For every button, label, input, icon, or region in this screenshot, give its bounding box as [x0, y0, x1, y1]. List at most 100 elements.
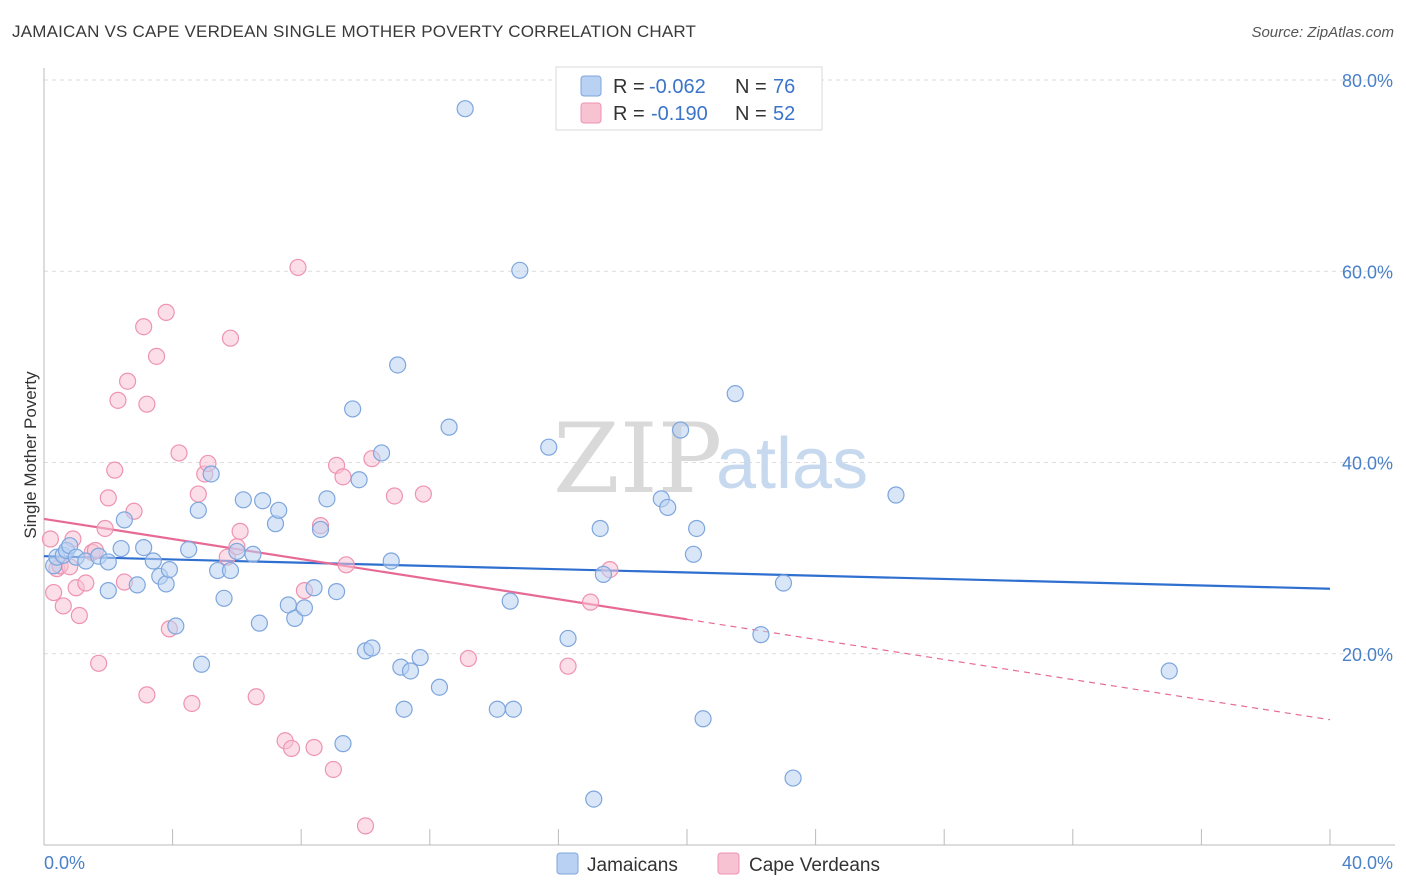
gridlines [44, 79, 1395, 655]
jamaican-point [295, 599, 314, 617]
jamaican-point [671, 421, 690, 439]
cape-verdean-point [305, 738, 323, 757]
cape-verdean-point [147, 347, 166, 365]
jamaican-point [401, 662, 420, 680]
jamaican-point [1160, 662, 1178, 680]
cape-verdean-point [77, 574, 95, 592]
cape-verdean-point [157, 303, 175, 321]
jamaican-point [585, 790, 603, 808]
cape-verdean-point [138, 395, 156, 413]
y-tick-label-0: 20.0% [1342, 645, 1393, 665]
cape-verdean-point [109, 391, 127, 409]
jamaican-point [694, 710, 712, 728]
cape-verdean-point [324, 760, 342, 779]
jamaican-point [784, 769, 802, 787]
cape-verdean-point [135, 318, 153, 336]
cape-verdean-point [106, 461, 124, 479]
axes [43, 68, 1395, 846]
cape-verdean-point [54, 597, 72, 615]
legend-n-label-1: N = [735, 76, 767, 98]
jamaican-point [395, 700, 413, 718]
jamaican-point [887, 486, 905, 504]
jamaican-point [456, 100, 474, 118]
jamaican-point [334, 735, 352, 753]
jamaican-point [311, 520, 330, 539]
jamaican-point [774, 574, 793, 592]
cape-verdean-trend-line [43, 517, 688, 621]
cape-verdean-point [96, 519, 114, 538]
jamaican-point [350, 471, 368, 489]
legend-r-value-2: -0.190 [651, 103, 708, 125]
jamaican-point [244, 545, 262, 563]
jamaican-point [221, 561, 240, 580]
jamaican-point [430, 678, 449, 696]
jamaican-point [167, 617, 185, 635]
bottom-legend-swatch-jamaicans [556, 852, 579, 875]
bottom-legend-swatch-cape-verdeans [717, 852, 740, 875]
cape-verdean-points [41, 258, 619, 835]
jamaican-point [688, 519, 706, 538]
cape-verdean-point [41, 530, 60, 548]
jamaican-point [128, 576, 146, 594]
jamaican-point [659, 498, 677, 517]
bottom-legend-cape-verdeans: Cape Verdeans [749, 855, 880, 876]
legend-n-value-1: 76 [773, 76, 795, 98]
cape-verdean-trend-line-extension [686, 618, 1331, 721]
jamaican-point [144, 552, 162, 570]
jamaican-point [411, 648, 429, 667]
jamaican-point [684, 545, 703, 563]
jamaican-point [591, 519, 609, 538]
jamaican-point [488, 700, 506, 718]
x-tick-label-max: 40.0% [1342, 853, 1393, 873]
cape-verdean-point [334, 468, 352, 486]
jamaican-point [752, 626, 770, 644]
jamaican-point [344, 400, 362, 418]
jamaican-point [372, 444, 391, 462]
legend-r-label-1: R = [613, 76, 645, 98]
legend-n-label-2: N = [735, 103, 767, 125]
jamaican-point [215, 589, 233, 607]
watermark-zip: ZIP [553, 403, 722, 515]
legend-swatch-jamaicans [580, 75, 602, 97]
x-tick-label-min: 0.0% [44, 853, 85, 873]
legend-box: R = -0.062 N = 76 R = -0.190 N = 52 [555, 66, 823, 131]
jamaican-point [160, 560, 178, 579]
cape-verdean-point [282, 739, 301, 758]
jamaican-point [363, 639, 381, 657]
jamaican-point [511, 261, 529, 279]
cape-verdean-point [138, 686, 156, 704]
cape-verdean-point [170, 444, 188, 462]
cape-verdean-point [221, 329, 240, 347]
cape-verdean-point [356, 817, 375, 835]
jamaican-point [382, 552, 400, 570]
jamaican-point [327, 582, 346, 601]
jamaican-point [540, 438, 558, 456]
jamaican-point [189, 501, 207, 519]
legend-r-label-2: R = [613, 103, 645, 125]
bottom-legend: Jamaicans Cape Verdeans [556, 852, 880, 876]
jamaican-point [270, 501, 288, 519]
y-tick-label-3: 80.0% [1342, 71, 1393, 91]
legend-swatch-cape-verdeans [580, 102, 602, 124]
jamaican-points [45, 100, 1178, 808]
cape-verdean-point [581, 593, 600, 611]
jamaican-point [228, 542, 246, 561]
jamaican-point [202, 465, 220, 483]
cape-verdean-point [183, 694, 201, 713]
cape-verdean-point [385, 487, 404, 505]
y-tick-label-1: 40.0% [1342, 454, 1393, 474]
trend-lines [43, 517, 1331, 721]
jamaican-point [180, 540, 198, 559]
watermark: ZIP atlas [553, 403, 868, 515]
bottom-legend-jamaicans: Jamaicans [587, 855, 678, 876]
jamaican-point [99, 582, 117, 600]
cape-verdean-point [231, 522, 249, 540]
cape-verdean-point [414, 485, 432, 503]
jamaican-point [157, 575, 175, 593]
jamaican-point [389, 356, 407, 374]
cape-verdean-point [45, 583, 63, 602]
cape-verdean-point [289, 258, 307, 277]
cape-verdean-point [337, 556, 355, 574]
cape-verdean-point [90, 654, 108, 672]
